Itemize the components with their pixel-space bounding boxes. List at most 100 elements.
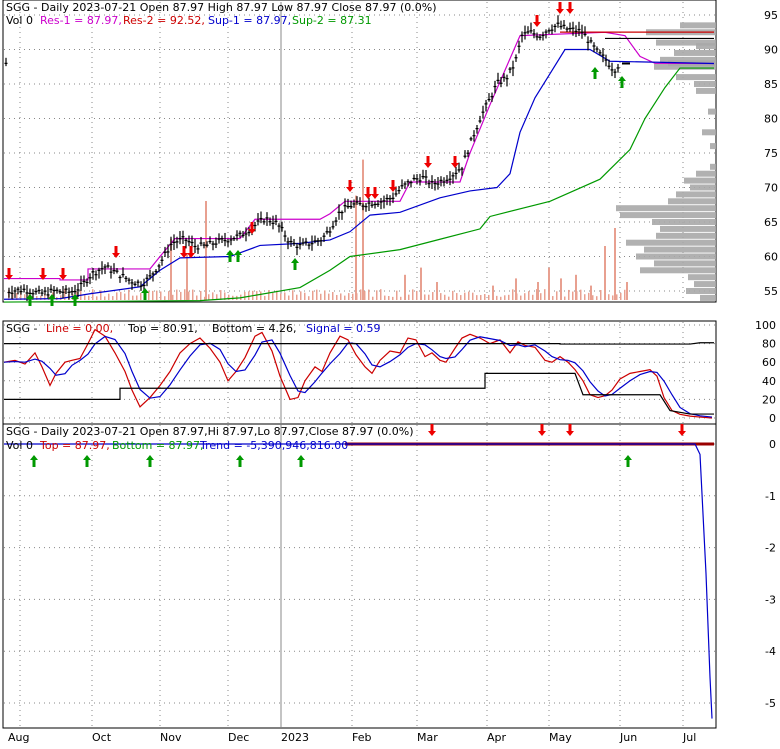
volume-bar <box>512 289 514 300</box>
up-arrow-icon <box>30 455 38 467</box>
volume-bar <box>568 289 570 300</box>
volume-profile-bar <box>696 87 716 94</box>
xtick-Feb: Feb <box>352 731 371 744</box>
ytick-osc-60: 60 <box>762 356 776 369</box>
xtick-Apr: Apr <box>487 731 507 744</box>
volume-bar <box>472 292 474 300</box>
volume-bar <box>104 296 106 300</box>
volume-bar <box>572 291 574 300</box>
volume-bar <box>352 293 354 300</box>
volume-bar <box>44 293 46 300</box>
volume-profile-bar <box>688 274 716 281</box>
volume-bar <box>564 296 566 300</box>
volume-bar <box>160 291 162 300</box>
volume-bar <box>292 290 294 300</box>
volume-bar <box>324 290 326 300</box>
trend-line <box>4 443 713 719</box>
volume-bar <box>376 290 378 300</box>
panel3-legend-vol: Vol 0 <box>6 439 33 452</box>
volume-bar-spike <box>170 238 172 300</box>
volume-bar <box>600 290 602 300</box>
volume-bar <box>532 294 534 300</box>
xtick-2023: 2023 <box>281 731 309 744</box>
volume-bar <box>164 296 166 300</box>
oscillator-lines <box>3 328 714 419</box>
volume-bar <box>148 290 150 300</box>
volume-bar <box>92 289 94 300</box>
volume-bar <box>136 295 138 300</box>
volume-bar-spike <box>205 201 207 300</box>
down-arrow-icon <box>371 187 379 199</box>
volume-bar <box>120 291 122 300</box>
xtick-Dec: Dec <box>228 731 249 744</box>
xtick-Oct: Oct <box>92 731 112 744</box>
panel1-legend-res1: Res-1 = 87.97, <box>40 14 122 27</box>
volume-bar <box>468 291 470 300</box>
volume-bar <box>496 295 498 300</box>
volume-profile-bar <box>696 43 716 50</box>
ytick-price-70: 70 <box>764 182 778 195</box>
volume-bar <box>584 294 586 300</box>
sup2-line <box>3 67 714 303</box>
volume-profile-bar <box>700 294 716 301</box>
volume-profile-bar <box>656 39 716 46</box>
panel1-legend-sup1: Sup-1 = 87.97, <box>208 14 291 27</box>
volume-bar <box>408 294 410 300</box>
volume-bar <box>336 294 338 300</box>
up-arrow-icon <box>236 455 244 467</box>
panel2-legend-sym: SGG - <box>6 322 38 335</box>
volume-bar <box>176 289 178 300</box>
volume-bar <box>228 294 230 300</box>
volume-bar <box>344 295 346 300</box>
down-arrow-icon <box>112 246 120 258</box>
volume-bar <box>200 290 202 300</box>
down-arrow-icon <box>538 424 546 436</box>
volume-bar <box>300 291 302 300</box>
volume-bar-spike <box>436 282 438 300</box>
volume-bar-spike <box>560 278 562 300</box>
volume-bar <box>500 296 502 300</box>
ytick-price-95: 95 <box>764 9 778 22</box>
volume-bar <box>212 292 214 300</box>
volume-profile-bar <box>694 281 716 288</box>
volume-bar <box>140 292 142 300</box>
volume-bar <box>380 289 382 300</box>
volume-profile-bar <box>644 246 716 253</box>
ytick-trend-0: 0 <box>769 438 776 451</box>
osc-bottom <box>4 372 714 415</box>
down-arrow-icon <box>389 180 397 192</box>
volume-bar <box>36 296 38 300</box>
volume-bar <box>484 294 486 300</box>
volume-bar <box>248 291 250 300</box>
volume-bar <box>172 294 174 300</box>
down-arrow-icon <box>248 222 256 234</box>
volume-profile-bar <box>616 205 716 212</box>
volume-bar-spike <box>626 282 628 300</box>
x-tick-labels: Aug Oct Nov Dec 2023 Feb Mar Apr May Jun Jul <box>8 731 696 744</box>
volume-bar <box>100 290 102 300</box>
price-bars <box>4 15 630 302</box>
volume-bar-spike <box>404 274 406 300</box>
down-arrow-icon <box>556 2 564 14</box>
panel1-legend-res2: Res-2 = 92.52, <box>123 14 205 27</box>
grid-lines <box>4 2 716 727</box>
sup1-line <box>3 48 715 300</box>
up-arrow-icon <box>624 455 632 467</box>
volume-bar-spike <box>590 285 592 300</box>
volume-profile-bar <box>702 129 716 136</box>
volume-bar <box>332 292 334 300</box>
volume-bar <box>508 294 510 300</box>
ytick-osc-40: 40 <box>762 375 776 388</box>
volume-bar <box>456 293 458 300</box>
volume-bar-spike <box>355 195 357 300</box>
volume-bar <box>620 292 622 300</box>
trend-lines <box>4 442 714 719</box>
osc-line <box>3 328 713 419</box>
panel-oscillator-frame <box>2 320 717 425</box>
volume-bar <box>340 293 342 300</box>
volume-bar <box>360 289 362 300</box>
volume-bar <box>328 293 330 300</box>
volume-bar <box>184 289 186 300</box>
panel1-legend-vol: Vol 0 <box>6 14 33 27</box>
volume-bar <box>424 294 426 300</box>
